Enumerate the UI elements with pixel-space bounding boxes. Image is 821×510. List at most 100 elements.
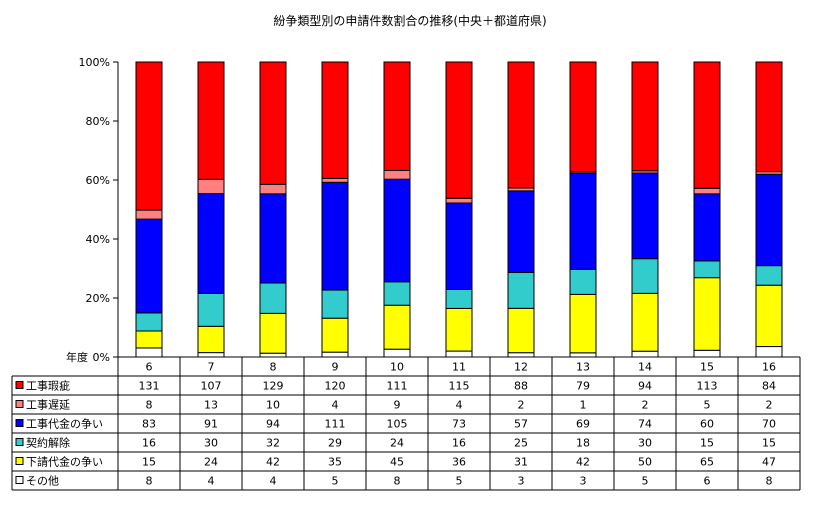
legend-swatch bbox=[15, 381, 24, 389]
data-label: 111 bbox=[325, 418, 346, 431]
data-label: 105 bbox=[387, 418, 408, 431]
bar-segment bbox=[321, 177, 349, 183]
data-label: 6 bbox=[704, 475, 711, 488]
bar-segment bbox=[693, 61, 721, 189]
data-label: 4 bbox=[332, 399, 339, 412]
legend-label: 工事代金の争い bbox=[26, 417, 103, 431]
bar-segment bbox=[135, 61, 163, 211]
x-tick-label: 11 bbox=[452, 361, 466, 374]
legend-swatch bbox=[15, 438, 24, 446]
bar-segment bbox=[569, 293, 597, 354]
bar-segment bbox=[445, 350, 473, 358]
data-label: 9 bbox=[394, 399, 401, 412]
data-label: 4 bbox=[208, 475, 215, 488]
data-label: 13 bbox=[204, 399, 218, 412]
bar-segment bbox=[445, 202, 473, 290]
bar-segment bbox=[383, 348, 411, 358]
data-label: 4 bbox=[456, 399, 463, 412]
bar-segment bbox=[383, 169, 411, 180]
data-label: 8 bbox=[146, 399, 153, 412]
bar-segment bbox=[259, 312, 287, 354]
bar-segment bbox=[507, 352, 535, 358]
data-label: 94 bbox=[266, 418, 280, 431]
data-label: 83 bbox=[142, 418, 156, 431]
data-label: 30 bbox=[204, 437, 218, 450]
bar-segment bbox=[693, 277, 721, 351]
x-axis-label: 年度 bbox=[66, 350, 88, 364]
bar-segment bbox=[321, 181, 349, 291]
bar-segment bbox=[755, 346, 783, 358]
legend-label: 下請代金の争い bbox=[26, 455, 103, 469]
data-label: 24 bbox=[204, 456, 218, 469]
bar-segment bbox=[631, 350, 659, 358]
bar-segment bbox=[569, 352, 597, 358]
legend-swatch bbox=[15, 476, 24, 484]
bar-segment bbox=[631, 172, 659, 260]
bar-segment bbox=[693, 260, 721, 279]
y-tick-label: 80% bbox=[86, 115, 110, 128]
bar-segment bbox=[693, 349, 721, 358]
data-label: 16 bbox=[452, 437, 466, 450]
bar-segment bbox=[755, 284, 783, 348]
bar-segment bbox=[507, 307, 535, 354]
x-tick-label: 6 bbox=[146, 361, 153, 374]
data-label: 30 bbox=[638, 437, 652, 450]
data-label: 29 bbox=[328, 437, 342, 450]
bar-segment bbox=[445, 288, 473, 309]
bar-segment bbox=[259, 352, 287, 358]
bar-segment bbox=[507, 272, 535, 309]
bar-segment bbox=[197, 193, 225, 294]
data-label: 91 bbox=[204, 418, 218, 431]
data-label: 57 bbox=[514, 418, 528, 431]
data-label: 18 bbox=[576, 437, 590, 450]
bar-segment bbox=[259, 282, 287, 314]
y-tick-label: 40% bbox=[86, 233, 110, 246]
data-label: 2 bbox=[518, 399, 525, 412]
bar-segment bbox=[383, 304, 411, 350]
bar-segment bbox=[135, 312, 163, 332]
data-label: 50 bbox=[638, 456, 652, 469]
bar-segment bbox=[135, 347, 163, 358]
x-tick-label: 12 bbox=[514, 361, 528, 374]
bar-segment bbox=[693, 193, 721, 262]
bar-segment bbox=[383, 61, 411, 171]
data-label: 15 bbox=[142, 456, 156, 469]
x-tick-label: 13 bbox=[576, 361, 590, 374]
x-tick-label: 14 bbox=[638, 361, 652, 374]
bar-segment bbox=[197, 325, 225, 354]
data-label: 79 bbox=[576, 380, 590, 393]
bar-segment bbox=[197, 292, 225, 327]
data-label: 131 bbox=[139, 380, 160, 393]
bar-segment bbox=[445, 307, 473, 352]
bar-segment bbox=[569, 61, 597, 173]
data-label: 74 bbox=[638, 418, 652, 431]
data-label: 60 bbox=[700, 418, 714, 431]
bar-segment bbox=[631, 61, 659, 172]
bar-segment bbox=[755, 61, 783, 173]
data-label: 69 bbox=[576, 418, 590, 431]
bar-segment bbox=[135, 218, 163, 314]
bar-segment bbox=[569, 268, 597, 295]
data-label: 36 bbox=[452, 456, 466, 469]
legend-label: 工事瑕疵 bbox=[26, 379, 70, 393]
data-label: 47 bbox=[762, 456, 776, 469]
data-label: 4 bbox=[270, 475, 277, 488]
data-label: 94 bbox=[638, 380, 652, 393]
legend-label: その他 bbox=[26, 475, 59, 488]
data-label: 8 bbox=[766, 475, 773, 488]
x-tick-label: 9 bbox=[332, 361, 339, 374]
bar-segment bbox=[755, 265, 783, 286]
bar-segment bbox=[445, 197, 473, 204]
data-label: 1 bbox=[580, 399, 587, 412]
data-label: 84 bbox=[762, 380, 776, 393]
legend-swatch bbox=[15, 457, 24, 465]
bar-segment bbox=[631, 258, 659, 294]
data-label: 8 bbox=[394, 475, 401, 488]
bar-segment bbox=[135, 209, 163, 220]
data-label: 10 bbox=[266, 399, 280, 412]
x-tick-label: 8 bbox=[270, 361, 277, 374]
data-label: 113 bbox=[697, 380, 718, 393]
data-label: 8 bbox=[146, 475, 153, 488]
bar-segment bbox=[383, 281, 411, 306]
